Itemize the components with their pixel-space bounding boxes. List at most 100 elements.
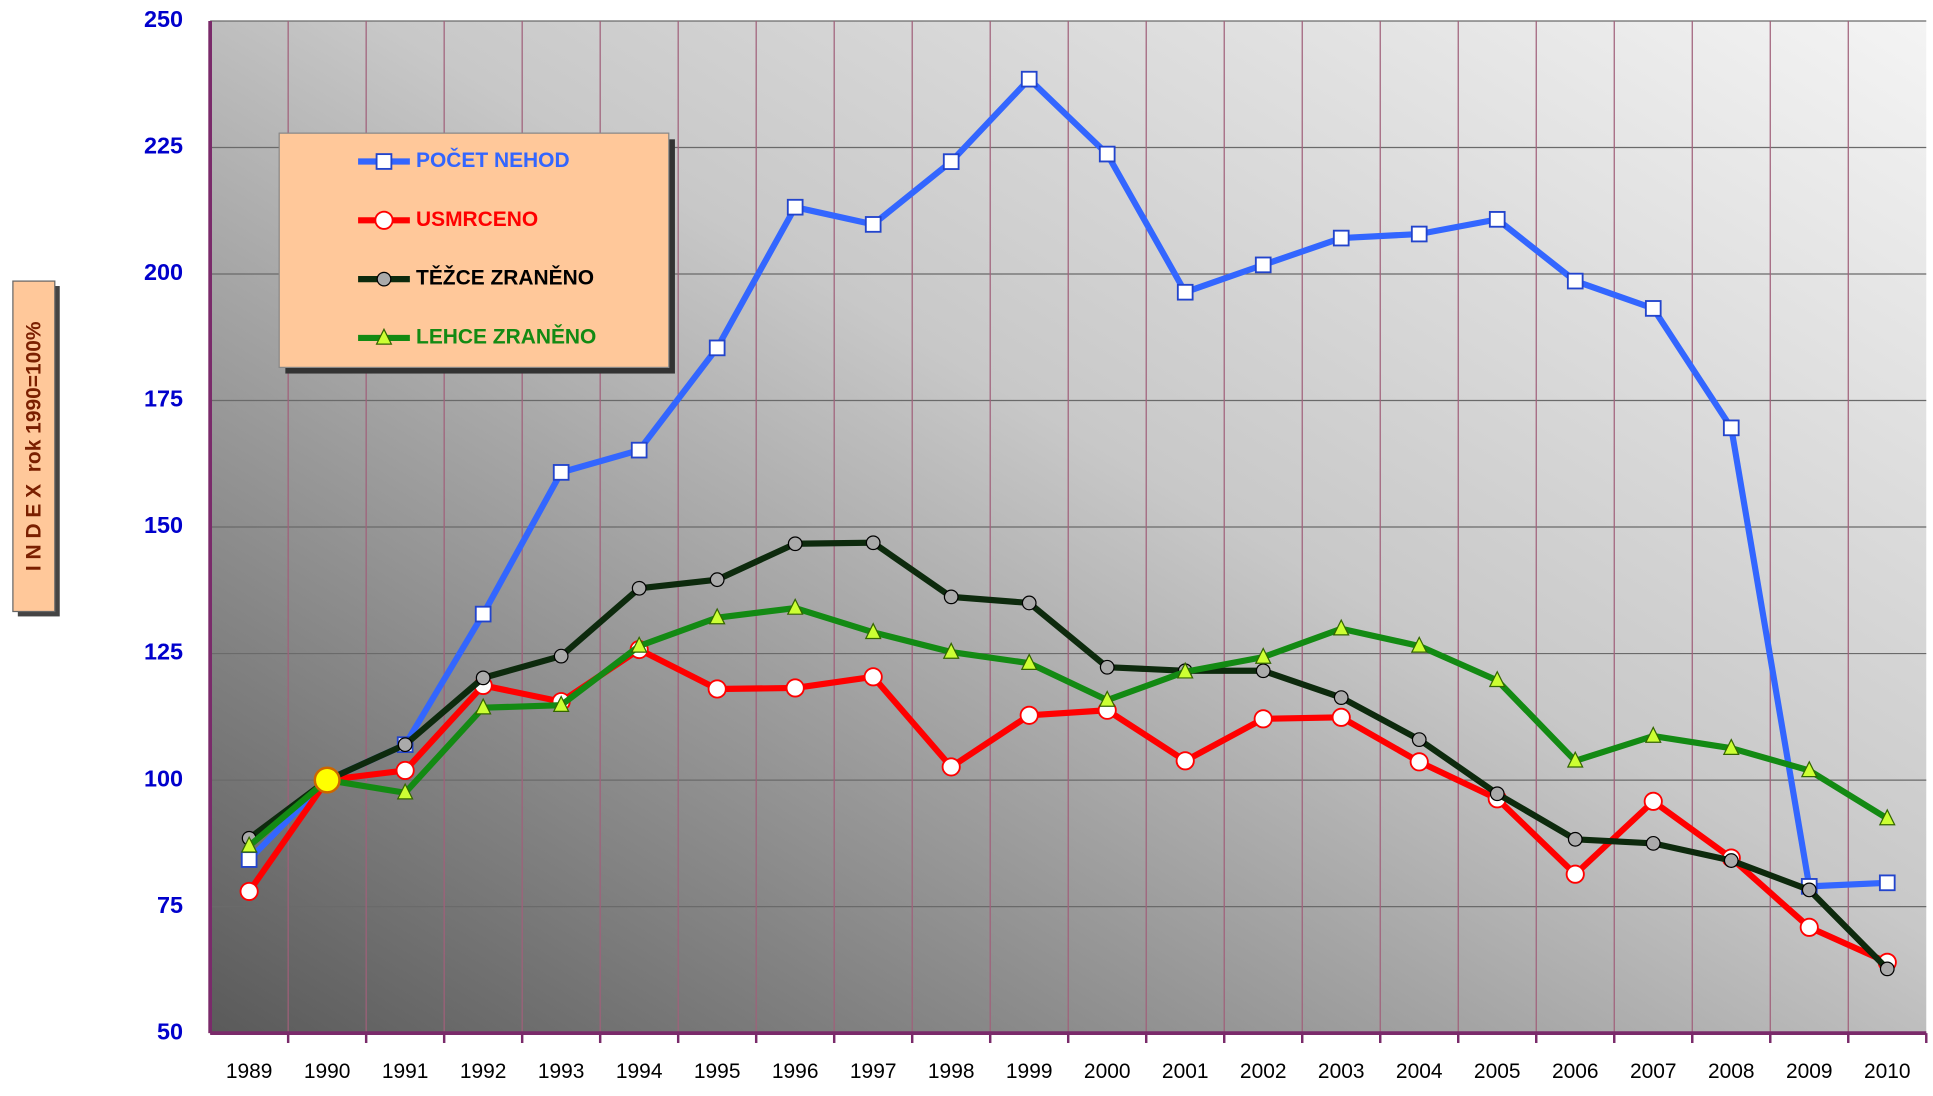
y-tick-label: 125 <box>144 639 183 665</box>
x-tick-label: 1997 <box>850 1060 897 1083</box>
legend <box>278 132 670 369</box>
marker <box>1878 874 1896 892</box>
marker <box>396 782 414 800</box>
x-tick-label: 1993 <box>538 1060 585 1083</box>
marker <box>942 642 960 659</box>
marker <box>864 216 882 233</box>
marker <box>1098 145 1116 163</box>
y-tick-label: 175 <box>144 386 183 412</box>
marker <box>1020 653 1038 670</box>
marker <box>707 679 727 699</box>
marker <box>553 648 569 664</box>
marker <box>552 695 570 712</box>
marker <box>1722 738 1740 755</box>
marker <box>240 835 258 853</box>
x-tick-label: 2005 <box>1474 1060 1521 1083</box>
y-axis-label: I N D E X rok 1990=100% <box>23 321 46 571</box>
series-line <box>247 604 1889 849</box>
base-year-marker <box>313 766 341 794</box>
marker <box>863 667 883 687</box>
marker <box>240 851 258 868</box>
marker <box>1254 647 1272 664</box>
marker <box>374 210 394 230</box>
marker <box>1722 419 1740 437</box>
marker <box>943 589 959 605</box>
x-tick-label: 2001 <box>1162 1060 1209 1083</box>
marker <box>708 607 726 625</box>
x-tick-label: 1991 <box>382 1060 429 1083</box>
marker <box>397 737 413 753</box>
x-tick-label: 2004 <box>1396 1060 1443 1083</box>
marker <box>630 441 648 459</box>
x-tick-label: 1999 <box>1006 1060 1053 1083</box>
marker <box>376 271 392 287</box>
marker <box>1644 300 1662 317</box>
marker <box>1255 663 1271 679</box>
marker <box>1643 791 1663 811</box>
x-tick-label: 2010 <box>1864 1060 1911 1083</box>
marker <box>1254 256 1272 274</box>
marker <box>1878 808 1896 826</box>
legend-label: USMRCENO <box>416 208 538 231</box>
marker <box>375 153 393 170</box>
marker <box>1332 229 1350 247</box>
marker <box>708 339 726 357</box>
x-tick-label: 1990 <box>304 1060 351 1083</box>
marker <box>1176 661 1194 679</box>
y-label-box <box>12 280 56 613</box>
marker <box>787 536 803 552</box>
x-tick-label: 1994 <box>616 1060 663 1083</box>
marker <box>1411 732 1427 747</box>
legend-items: POČET NEHOD USMRCENO TĚŽCE ZRANĚNO LEHCE ZR… <box>358 148 596 348</box>
y-tick-label: 100 <box>144 765 183 791</box>
marker <box>395 760 415 781</box>
marker <box>786 198 804 216</box>
y-tick-label: 50 <box>157 1018 183 1044</box>
x-tick-label: 2000 <box>1084 1060 1131 1083</box>
marker <box>1879 961 1895 977</box>
marker <box>1800 760 1818 778</box>
marker <box>942 153 960 170</box>
marker <box>1488 670 1506 688</box>
marker <box>631 580 647 596</box>
x-tick-label: 1998 <box>928 1060 975 1083</box>
marker <box>1019 705 1039 725</box>
marker <box>1488 211 1506 228</box>
marker <box>1799 917 1819 937</box>
marker <box>630 635 648 653</box>
x-tick-label: 2002 <box>1240 1060 1287 1083</box>
marker <box>1410 635 1428 653</box>
x-tick-label: 2003 <box>1318 1060 1365 1083</box>
y-tick-label: 200 <box>144 259 183 285</box>
marker <box>1566 750 1584 768</box>
marker <box>474 697 492 715</box>
marker <box>1644 726 1662 743</box>
marker <box>1565 864 1585 884</box>
marker <box>1176 283 1194 301</box>
marker <box>785 678 805 698</box>
marker <box>1332 618 1350 636</box>
marker <box>474 605 492 623</box>
legend-label: LEHCE ZRANĚNO <box>416 324 596 348</box>
marker <box>1410 225 1428 243</box>
legend-label: POČET NEHOD <box>416 148 570 172</box>
marker <box>475 670 491 686</box>
marker <box>1567 831 1583 847</box>
marker <box>1333 690 1349 705</box>
marker <box>786 598 804 615</box>
y-tick-label: 225 <box>144 133 183 159</box>
x-tick-label: 1996 <box>772 1060 819 1083</box>
marker <box>1331 707 1351 727</box>
marker <box>1020 70 1038 88</box>
series-group <box>239 70 1897 977</box>
marker <box>552 464 570 481</box>
marker <box>1175 751 1195 771</box>
marker <box>1409 752 1429 772</box>
marker <box>1645 835 1661 851</box>
marker <box>1566 272 1584 290</box>
series-line <box>247 539 1890 972</box>
marker <box>941 757 961 777</box>
y-tick-label: 150 <box>144 512 183 538</box>
marker <box>1098 690 1116 707</box>
